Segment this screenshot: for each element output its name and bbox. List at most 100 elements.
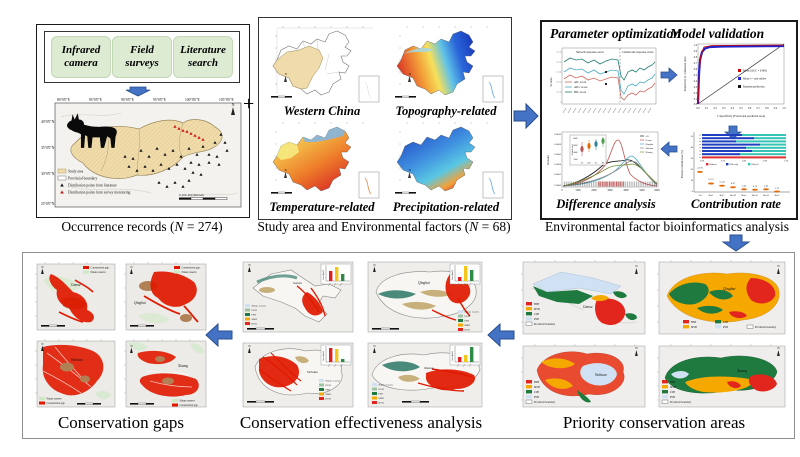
north-arrow-icon: N — [41, 265, 44, 274]
data-sources-box: Infrared camera Field surveys Literature… — [44, 31, 240, 83]
inset-bar-chart: Area (km²) — [320, 263, 352, 287]
gap-region — [150, 271, 197, 307]
svg-text:N: N — [232, 102, 235, 107]
random-prediction-line — [697, 43, 785, 105]
svg-text:USH: USH — [252, 309, 257, 312]
svg-text:10: 10 — [691, 179, 694, 182]
scale-bar — [77, 402, 101, 405]
legend-label: Study area — [68, 169, 84, 173]
svg-text:N: N — [373, 263, 376, 267]
svg-text:Nature reserve: Nature reserve — [91, 271, 107, 274]
svg-text:N: N — [248, 344, 251, 348]
axis-ticks — [556, 51, 562, 103]
svg-text:MSH: MSH — [534, 308, 540, 311]
deer-silhouette-icon — [67, 113, 117, 148]
rug-strip-red — [598, 181, 624, 187]
svg-text:PSH: PSH — [252, 314, 257, 317]
density-qinghai — [562, 155, 658, 187]
svg-text:0.8: 0.8 — [694, 56, 698, 59]
north-arrow-icon: N — [231, 102, 235, 115]
svg-text:GS: GS — [581, 163, 584, 165]
svg-text:0.4: 0.4 — [694, 80, 698, 83]
msh-region — [685, 376, 755, 393]
north-arrow-icon: N — [41, 342, 44, 351]
svg-text:0: 0 — [692, 190, 694, 193]
caption-text: = 68) — [478, 219, 511, 234]
map-legend: Nature reserve USH PSH MSH HSH — [319, 379, 341, 401]
gap-region — [42, 344, 104, 396]
caption-conservation-gaps: Conservation gaps — [57, 413, 185, 432]
svg-text:PSH: PSH — [326, 389, 331, 392]
province-label: Xizang — [423, 366, 434, 370]
svg-text:30: 30 — [691, 157, 694, 160]
svg-text:SC: SC — [595, 163, 598, 165]
svg-text:MSH: MSH — [252, 318, 258, 321]
province-label: Gansu — [71, 283, 81, 287]
legend-label: Distribution points from literature — [68, 184, 117, 188]
method-label: Infrared camera — [61, 44, 101, 69]
y-tick: 25°0'0"N — [41, 202, 55, 206]
lsh-region — [533, 286, 593, 304]
svg-text:5000: 5000 — [639, 189, 645, 192]
psh-region — [671, 371, 689, 379]
caption-n: N — [174, 219, 184, 234]
svg-text:XZ: XZ — [602, 163, 605, 165]
mean-auc-line — [697, 44, 785, 105]
svg-text:Mean (AUC = 0.981): Mean (AUC = 0.981) — [743, 70, 767, 73]
svg-text:Mean +/- one stddev: Mean +/- one stddev — [743, 78, 767, 81]
svg-text:PSH: PSH — [670, 396, 675, 399]
province-label: Xizang — [177, 364, 188, 368]
map-legend: HSH MSH LSH PSH Provincial boundary — [525, 380, 556, 404]
hsh-region — [748, 374, 777, 392]
arrow-left-icon — [487, 322, 515, 348]
svg-text:11.42: 11.42 — [719, 181, 725, 184]
svg-text:0.0010: 0.0010 — [554, 133, 561, 136]
western-china-region — [272, 45, 324, 90]
svg-text:LSH: LSH — [670, 391, 675, 394]
y-tick: 40°0'0"N — [41, 120, 55, 124]
scale-bar — [130, 324, 154, 327]
psh-basin — [580, 363, 617, 386]
panel-bioinformatics: Parameter optimization Model validation … — [540, 20, 798, 220]
svg-text:41.76: 41.76 — [697, 167, 703, 170]
arrow-left-icon — [205, 322, 233, 348]
svg-text:With all: With all — [751, 164, 758, 166]
svg-text:Conservation gap: Conservation gap — [47, 402, 66, 405]
svg-text:N: N — [248, 263, 251, 267]
svg-text:Nature reserve: Nature reserve — [379, 384, 395, 387]
china-raster — [272, 126, 352, 192]
map-legend: Nature reserve Conservation gap — [39, 397, 65, 405]
density-all — [562, 159, 658, 187]
map-legend: Conservation gap Nature reserve — [174, 266, 200, 274]
north-arrow-icon: N — [248, 263, 251, 272]
svg-text:MSH: MSH — [326, 393, 332, 396]
scale-bar: 0 200 400 800 km — [179, 193, 228, 200]
method-infrared-camera: Infrared camera — [51, 36, 111, 78]
svg-text:Bio7: Bio7 — [720, 194, 725, 197]
north-arrow-icon: N — [130, 344, 133, 353]
survey-points — [173, 125, 205, 141]
label-western-china: Western China — [283, 104, 361, 118]
svg-text:0.3: 0.3 — [722, 107, 726, 110]
svg-text:MSH: MSH — [670, 386, 676, 389]
svg-text:PSH: PSH — [723, 326, 728, 329]
svg-text:0.4: 0.4 — [731, 107, 735, 110]
inset-ylabel: Area (km²) — [451, 270, 454, 280]
svg-text:N: N — [635, 346, 638, 350]
svg-text:0.6: 0.6 — [748, 107, 752, 110]
panel-bottom-row: Gansu Conservation gap Nature reserve N … — [22, 252, 795, 439]
svg-text:QH: QH — [588, 163, 591, 165]
arrow-left-small-icon — [660, 141, 678, 157]
inset-bar-chart: Area (km²) — [449, 263, 481, 287]
province-label: Sichuan — [71, 358, 83, 362]
svg-text:8.97: 8.97 — [731, 182, 736, 185]
svg-text:N: N — [373, 344, 376, 348]
svg-text:LSH: LSH — [723, 321, 728, 324]
svg-text:15.21: 15.21 — [708, 178, 714, 181]
arrow-down-icon — [722, 234, 750, 252]
scale-bar — [395, 95, 416, 98]
svg-text:1.0: 1.0 — [782, 107, 786, 110]
svg-text:1.73: 1.73 — [775, 187, 780, 190]
occurrence-map: 80°0'0"E 85°0'0"E 90°0'0"E 95°0'0"E 100°… — [41, 98, 242, 208]
svg-text:HSH: HSH — [326, 398, 331, 401]
